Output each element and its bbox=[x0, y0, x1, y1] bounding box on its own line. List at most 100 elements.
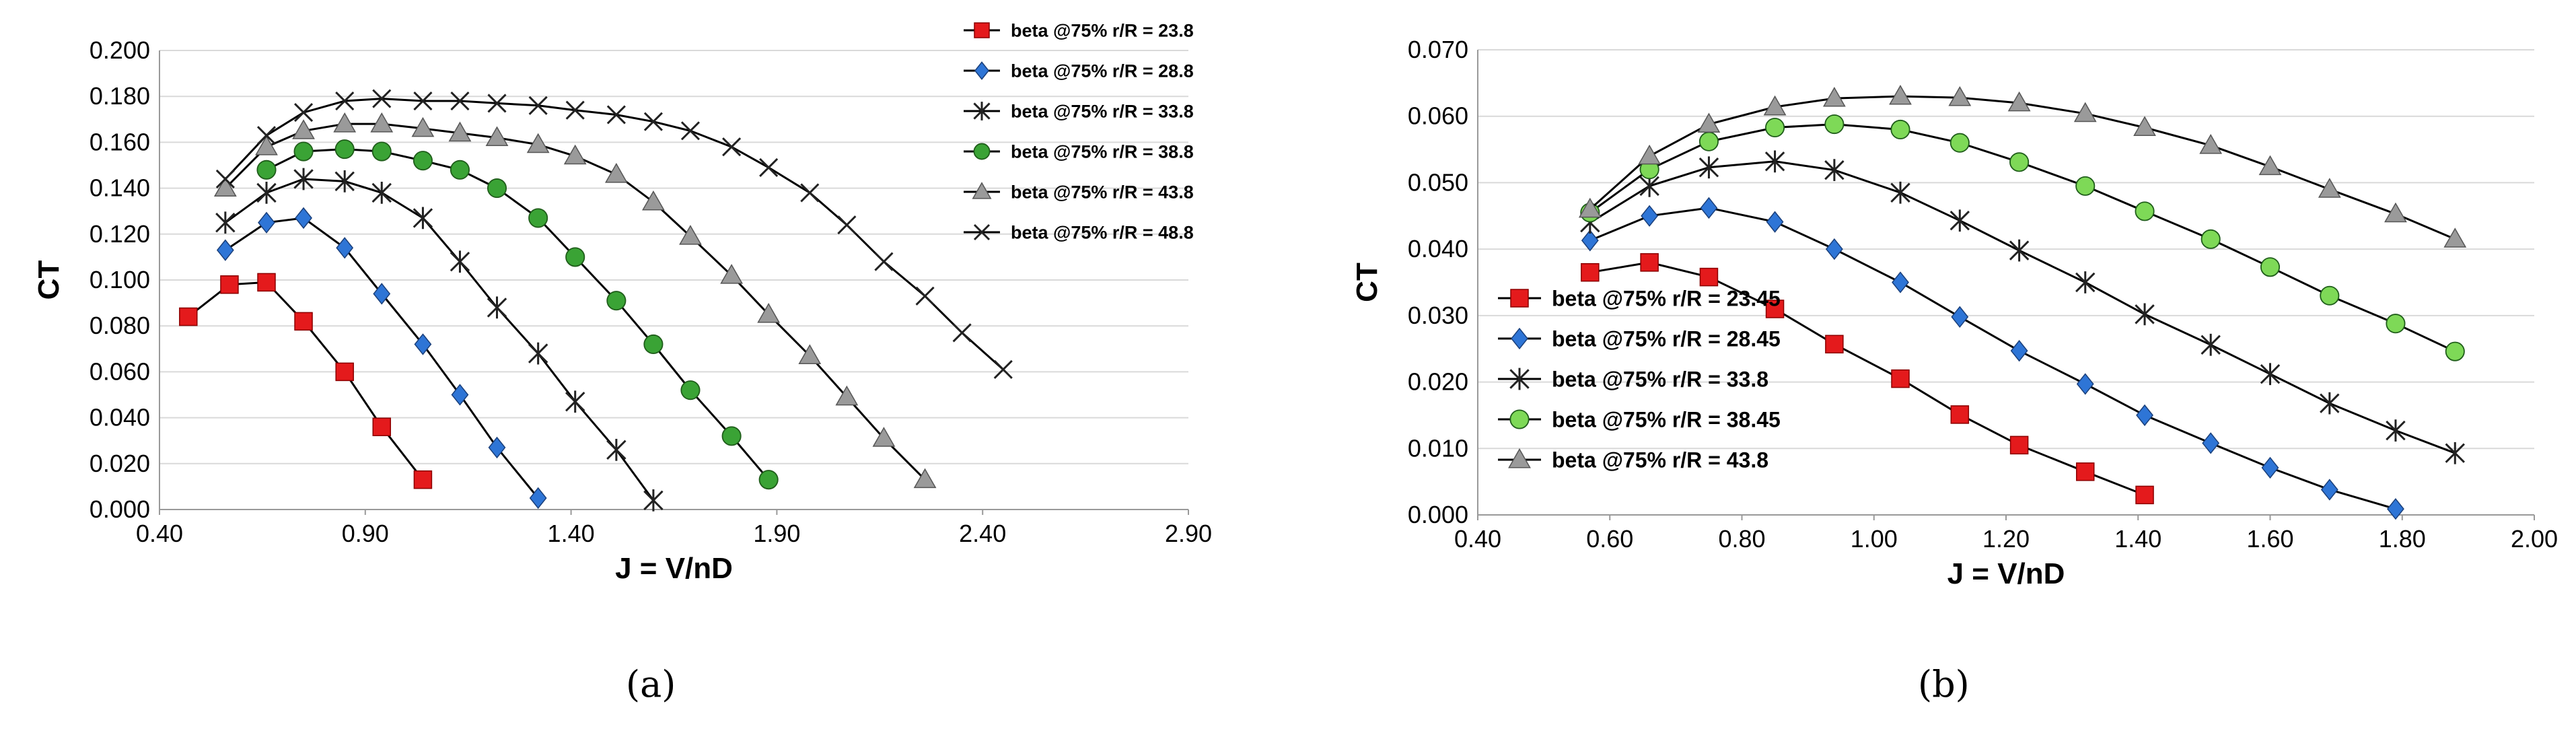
y-tick-label: 0.010 bbox=[1408, 434, 1468, 462]
x-tick-label: 0.40 bbox=[136, 520, 183, 547]
x-tick-label: 1.00 bbox=[1851, 525, 1898, 553]
data-point-5 bbox=[1891, 369, 1910, 388]
data-point-4 bbox=[371, 182, 392, 204]
chart-b: 0.000 0.010 0.020 0.030 0.040 0.050 0.060 0.070… bbox=[1351, 36, 2558, 590]
data-point-12 bbox=[721, 426, 742, 446]
data-point-4 bbox=[1824, 159, 1845, 182]
series-line bbox=[224, 123, 926, 481]
data-point-9 bbox=[565, 100, 585, 120]
data-point-12 bbox=[2320, 285, 2340, 306]
data-point-4 bbox=[370, 112, 394, 133]
y-tick-label: 0.000 bbox=[1408, 501, 1468, 528]
series-line bbox=[187, 281, 424, 481]
data-point-2 bbox=[257, 273, 276, 292]
data-point-legend-0 bbox=[1510, 289, 1529, 308]
data-point-9 bbox=[2136, 404, 2153, 427]
chart-a: 0.000 0.020 0.040 0.060 0.080 0.100 0.120 0.140… bbox=[32, 21, 1212, 585]
x-tick-label: 2.40 bbox=[959, 520, 1006, 547]
data-point-13 bbox=[720, 264, 744, 284]
data-point-9 bbox=[606, 291, 627, 311]
y-tick-label: 0.070 bbox=[1408, 36, 1468, 63]
data-point-4 bbox=[1824, 114, 1845, 135]
data-point-13 bbox=[2387, 497, 2404, 520]
data-point-9 bbox=[2133, 116, 2156, 136]
data-point-0 bbox=[213, 176, 237, 197]
y-tick-label: 0.060 bbox=[90, 357, 150, 385]
series-4 bbox=[256, 139, 779, 490]
y-tick-label: 0.140 bbox=[90, 174, 150, 202]
data-point-10 bbox=[604, 163, 628, 183]
y-tick-label: 0.100 bbox=[90, 266, 150, 293]
panel-label-b: (b) bbox=[1918, 663, 1970, 705]
data-point-2 bbox=[1700, 197, 1718, 219]
data-point-8 bbox=[528, 96, 548, 115]
data-point-0 bbox=[256, 160, 277, 180]
data-point-5 bbox=[1890, 119, 1910, 140]
data-point-5 bbox=[413, 207, 433, 230]
legend-label: beta @75% r/R = 28.45 bbox=[1552, 327, 1781, 351]
x-tick-label: 1.20 bbox=[1982, 525, 2030, 553]
data-point-8 bbox=[565, 247, 585, 267]
data-point-3 bbox=[1765, 300, 1785, 318]
data-point-legend-5 bbox=[973, 223, 991, 241]
data-point-6 bbox=[1948, 85, 1972, 106]
data-point-7 bbox=[487, 94, 507, 113]
data-point-2 bbox=[295, 207, 312, 230]
data-point-0 bbox=[216, 239, 234, 261]
data-point-1 bbox=[255, 135, 278, 155]
data-point-5 bbox=[1889, 84, 1912, 105]
data-point-3 bbox=[1766, 211, 1784, 233]
x-tick-label: 1.60 bbox=[2246, 525, 2293, 553]
data-point-legend-3 bbox=[1509, 409, 1530, 429]
series-5 bbox=[1578, 84, 2467, 248]
data-point-11 bbox=[642, 190, 665, 211]
series-3 bbox=[215, 168, 664, 512]
x-tick-label: 0.40 bbox=[1454, 525, 1501, 553]
data-point-13 bbox=[2386, 419, 2406, 442]
data-point-2 bbox=[1698, 156, 1719, 179]
data-point-7 bbox=[487, 296, 507, 319]
data-point-19 bbox=[952, 323, 972, 343]
data-point-legend-2 bbox=[1509, 368, 1530, 390]
data-point-1 bbox=[1638, 144, 1661, 165]
data-point-18 bbox=[913, 468, 937, 489]
legend-label: beta @75% r/R = 33.8 bbox=[1011, 102, 1194, 122]
data-point-6 bbox=[1949, 133, 1970, 153]
series-5 bbox=[213, 112, 937, 489]
legend-label: beta @75% r/R = 43.8 bbox=[1011, 182, 1194, 203]
data-point-6 bbox=[413, 470, 433, 489]
series-line bbox=[1589, 207, 2396, 510]
data-point-20 bbox=[993, 359, 1013, 380]
data-point-14 bbox=[2443, 228, 2467, 248]
y-axis: 0.000 0.020 0.040 0.060 0.080 0.100 0.120 0.140… bbox=[90, 36, 1188, 523]
x-axis: 0.40 0.90 1.40 1.90 2.40 2.90 bbox=[136, 510, 1212, 547]
data-point-2 bbox=[292, 119, 315, 139]
legend-label: beta @75% r/R = 43.8 bbox=[1552, 448, 1768, 473]
data-point-6 bbox=[450, 250, 470, 273]
data-point-11 bbox=[2260, 257, 2281, 277]
legend-label: beta @75% r/R = 38.45 bbox=[1552, 408, 1781, 432]
data-point-0 bbox=[215, 211, 236, 234]
series-line bbox=[225, 217, 539, 499]
data-point-4 bbox=[413, 151, 433, 171]
legend-label: beta @75% r/R = 28.8 bbox=[1011, 61, 1194, 81]
x-tick-label: 0.80 bbox=[1718, 525, 1765, 553]
x-tick-label: 1.90 bbox=[753, 520, 800, 547]
data-point-4 bbox=[1822, 86, 1846, 107]
data-point-7 bbox=[2009, 239, 2030, 262]
data-point-legend-1 bbox=[974, 61, 990, 80]
data-point-17 bbox=[872, 427, 896, 447]
data-point-legend-4 bbox=[1508, 448, 1531, 468]
legend-label: beta @75% r/R = 33.8 bbox=[1552, 368, 1768, 392]
data-point-1 bbox=[256, 182, 277, 204]
data-point-7 bbox=[485, 126, 509, 147]
data-point-0 bbox=[215, 169, 235, 189]
y-tick-label: 0.030 bbox=[1408, 302, 1468, 329]
data-point-10 bbox=[2201, 229, 2221, 249]
x-tick-label: 1.40 bbox=[548, 520, 595, 547]
data-point-6 bbox=[1951, 306, 1969, 328]
y-tick-label: 0.060 bbox=[1408, 102, 1468, 130]
series-1 bbox=[179, 273, 433, 489]
series-2 bbox=[216, 207, 547, 510]
